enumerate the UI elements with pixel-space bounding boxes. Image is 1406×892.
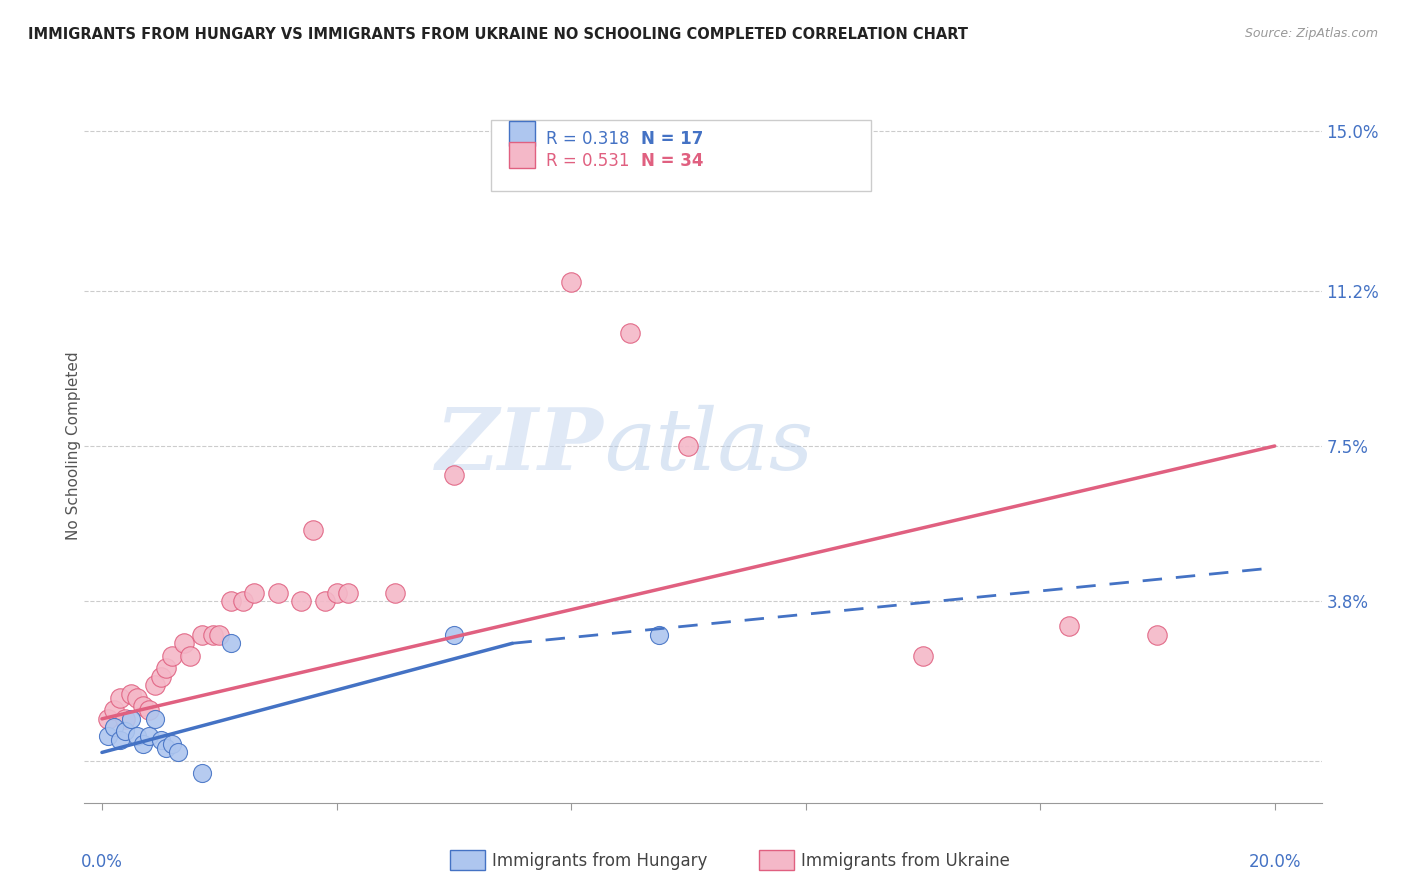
Text: atlas: atlas (605, 405, 813, 487)
Text: 20.0%: 20.0% (1249, 853, 1301, 871)
Text: R = 0.318: R = 0.318 (546, 130, 630, 148)
Text: ZIP: ZIP (436, 404, 605, 488)
Text: N = 17: N = 17 (641, 130, 704, 148)
Y-axis label: No Schooling Completed: No Schooling Completed (66, 351, 80, 541)
Text: IMMIGRANTS FROM HUNGARY VS IMMIGRANTS FROM UKRAINE NO SCHOOLING COMPLETED CORREL: IMMIGRANTS FROM HUNGARY VS IMMIGRANTS FR… (28, 27, 969, 42)
Text: Source: ZipAtlas.com: Source: ZipAtlas.com (1244, 27, 1378, 40)
Text: 0.0%: 0.0% (82, 853, 122, 871)
Text: Immigrants from Ukraine: Immigrants from Ukraine (801, 852, 1011, 870)
Text: N = 34: N = 34 (641, 152, 704, 169)
Text: R = 0.531: R = 0.531 (546, 152, 630, 169)
Text: Immigrants from Hungary: Immigrants from Hungary (492, 852, 707, 870)
